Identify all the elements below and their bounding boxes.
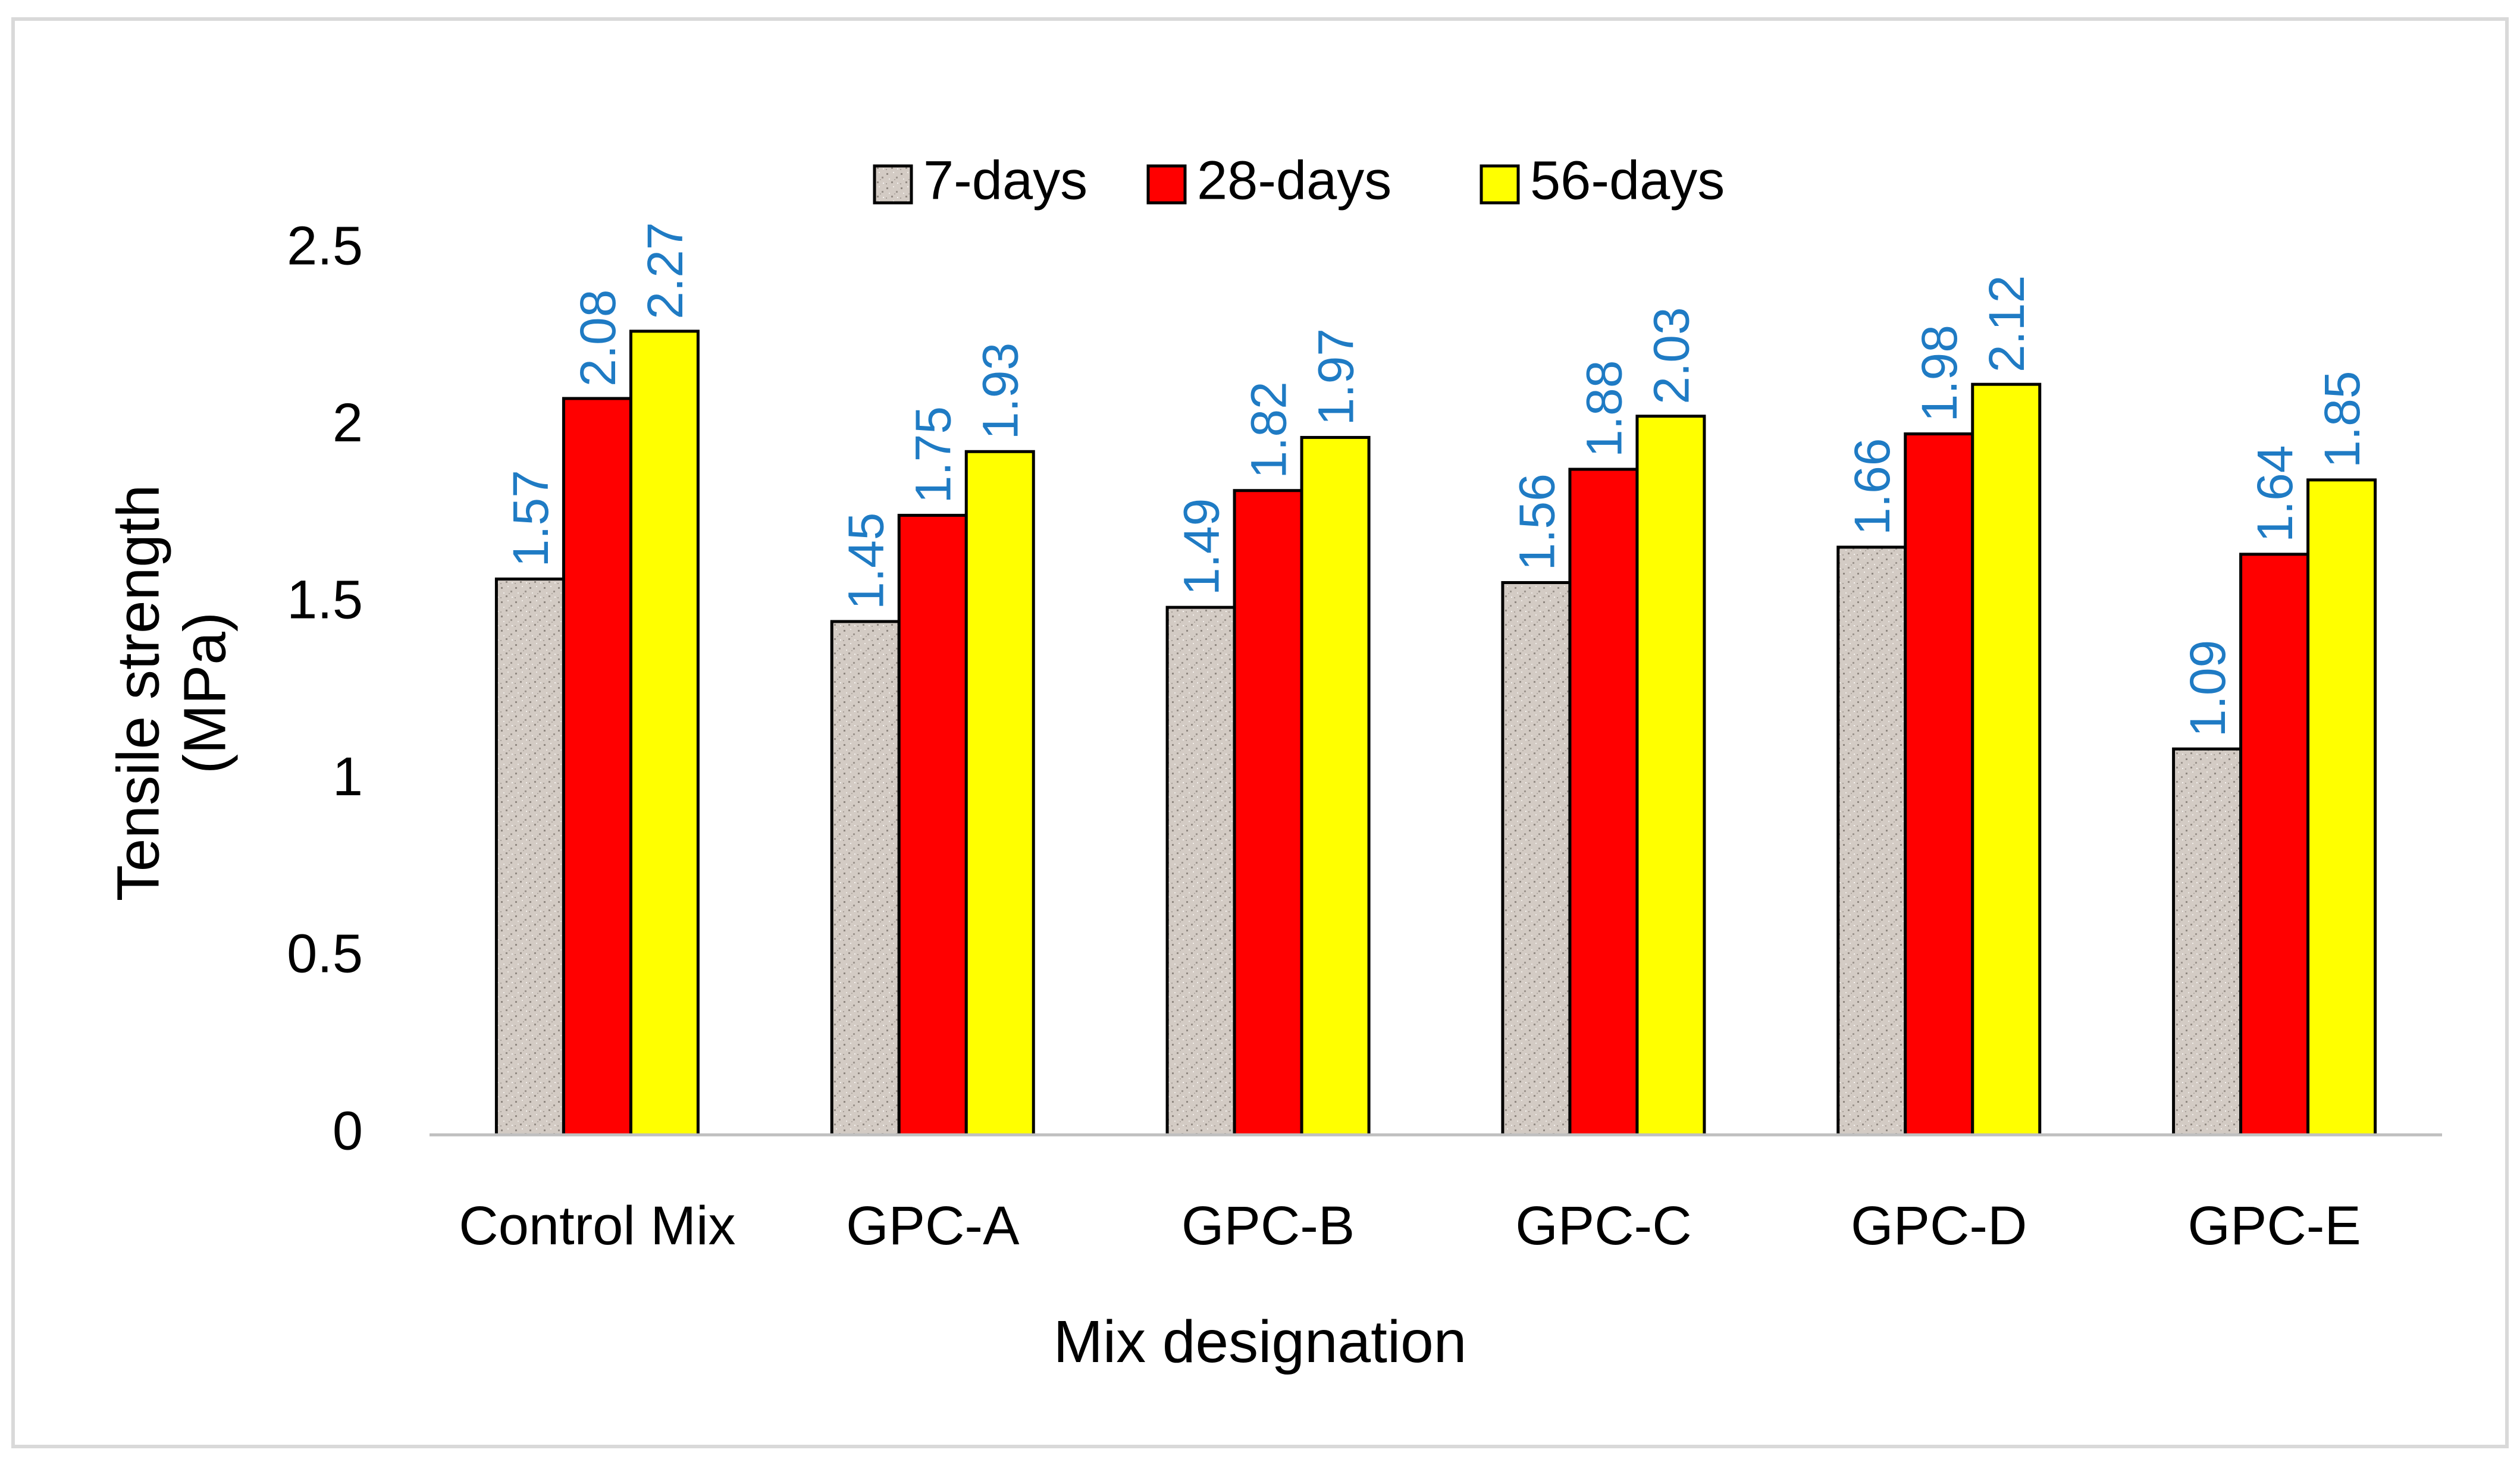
bar-56-days-gpc-b — [1300, 435, 1371, 1137]
legend: 7-days 28-days 56-days — [873, 150, 1725, 211]
bar-28-days-gpc-c — [1568, 467, 1639, 1137]
y-tick-label: 2.5 — [287, 215, 363, 276]
data-label: 1.93 — [973, 343, 1029, 440]
data-label: 1.85 — [2314, 371, 2370, 467]
bar-56-days-gpc-c — [1635, 415, 1706, 1137]
x-category-label: GPC-A — [846, 1196, 1020, 1256]
data-label: 1.49 — [1174, 498, 1230, 596]
legend-swatch-56-days — [1480, 164, 1520, 205]
bar-56-days-gpc-d — [1971, 382, 2042, 1137]
y-axis-title: Tensile strength (MPa) — [105, 485, 238, 901]
data-label: 1.75 — [905, 406, 961, 504]
legend-label-7-days: 7-days — [923, 150, 1087, 211]
x-category-label: GPC-D — [1851, 1196, 2027, 1256]
y-tick-label: 2 — [333, 393, 363, 453]
data-label: 2.03 — [1643, 307, 1699, 404]
bar-28-days-gpc-e — [2239, 553, 2310, 1137]
bar-28-days-gpc-a — [897, 513, 968, 1137]
data-label: 1.88 — [1576, 360, 1632, 458]
data-label: 1.64 — [2247, 445, 2303, 542]
legend-swatch-28-days — [1146, 164, 1187, 205]
data-label: 1.66 — [1844, 438, 1900, 535]
legend-label-28-days: 28-days — [1197, 150, 1391, 211]
bar-28-days-gpc-b — [1233, 489, 1303, 1137]
y-axis-ticks: 0 0.5 1 1.5 2 2.5 — [287, 215, 363, 1161]
y-tick-label: 1.5 — [287, 569, 363, 630]
bar-7-days-control-mix — [494, 578, 565, 1137]
bar-28-days-control-mix — [562, 397, 632, 1137]
data-label: 1.57 — [503, 470, 559, 567]
data-label: 1.97 — [1308, 328, 1364, 426]
data-label: 1.98 — [1911, 325, 1967, 422]
data-label: 1.45 — [838, 512, 894, 610]
bar-7-days-gpc-a — [830, 620, 901, 1137]
legend-label-56-days: 56-days — [1530, 150, 1725, 211]
data-label: 1.09 — [2180, 640, 2236, 738]
x-axis-categories: Control Mix GPC-A GPC-B GPC-C GPC-D GPC-E — [459, 1196, 2361, 1256]
legend-swatch-7-days — [873, 164, 913, 205]
data-label: 1.82 — [1241, 381, 1297, 479]
x-category-label: GPC-E — [2187, 1196, 2361, 1256]
bar-28-days-gpc-d — [1904, 432, 1974, 1137]
x-category-label: GPC-B — [1181, 1196, 1355, 1256]
y-axis-title-line-1: Tensile strength — [105, 485, 171, 901]
bars — [494, 330, 2377, 1137]
bar-7-days-gpc-d — [1836, 545, 1907, 1137]
x-category-label: Control Mix — [459, 1196, 735, 1256]
data-label: 2.12 — [1979, 275, 2035, 373]
y-tick-label: 0 — [333, 1100, 363, 1161]
data-label: 2.27 — [637, 222, 693, 319]
data-label: 2.08 — [570, 289, 626, 387]
data-labels: 1.57 2.082.27 1.451.751.93 1.491.821.97 1.56… — [503, 222, 2370, 737]
y-tick-label: 0.5 — [287, 924, 363, 984]
x-category-label: GPC-C — [1515, 1196, 1691, 1256]
bar-56-days-gpc-e — [2306, 478, 2377, 1137]
y-axis-title-line-2: (MPa) — [171, 612, 238, 774]
bar-7-days-gpc-b — [1165, 605, 1236, 1137]
bar-56-days-control-mix — [629, 330, 700, 1137]
data-label: 1.56 — [1509, 473, 1565, 571]
bar-56-days-gpc-a — [964, 450, 1035, 1137]
bar-7-days-gpc-e — [2172, 747, 2243, 1137]
y-tick-label: 1 — [333, 746, 363, 807]
bar-7-days-gpc-c — [1501, 581, 1572, 1137]
x-axis-title: Mix designation — [1054, 1309, 1467, 1375]
